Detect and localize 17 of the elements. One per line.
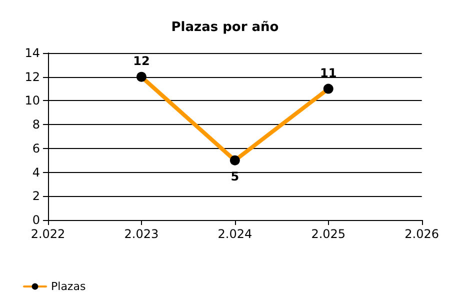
chart-title: Plazas por año bbox=[171, 20, 279, 35]
legend-label: Plazas bbox=[51, 280, 86, 293]
x-tick-label: 2.026 bbox=[404, 227, 440, 241]
x-tick-label: 2.022 bbox=[30, 227, 66, 241]
x-tick-label: 2.025 bbox=[311, 227, 346, 241]
y-tick-label: 12 bbox=[24, 70, 40, 84]
y-tick-label: 6 bbox=[32, 141, 40, 156]
data-label: 12 bbox=[133, 54, 150, 68]
y-tick-label: 8 bbox=[32, 118, 40, 132]
y-tick-label: 14 bbox=[24, 46, 40, 60]
x-tick-label: 2.024 bbox=[218, 227, 252, 241]
y-tick-label: 0 bbox=[32, 213, 40, 227]
y-tick-label: 10 bbox=[24, 94, 40, 108]
y-tick-label: 4 bbox=[32, 165, 40, 180]
data-label: 11 bbox=[320, 66, 337, 80]
y-tick-label: 2 bbox=[32, 189, 40, 204]
x-tick-label: 2.023 bbox=[124, 227, 159, 241]
